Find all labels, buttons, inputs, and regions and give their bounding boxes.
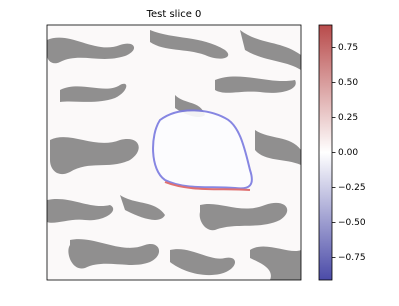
- colorbar-tick-label: 0.50: [338, 78, 358, 88]
- colorbar-tick-label: −0.25: [338, 183, 366, 193]
- colorbar: [318, 24, 333, 281]
- colorbar-tick-label: −0.75: [338, 253, 366, 263]
- colorbar-tick-label: −0.50: [338, 218, 366, 228]
- colorbar-tick-label: 0.00: [338, 148, 358, 158]
- image: [47, 25, 301, 280]
- colorbar-tick-label: 0.25: [338, 113, 358, 123]
- axes-frame: [46, 24, 302, 281]
- colorbar-tick-label: 0.75: [338, 43, 358, 53]
- chart-title: Test slice 0: [146, 9, 202, 20]
